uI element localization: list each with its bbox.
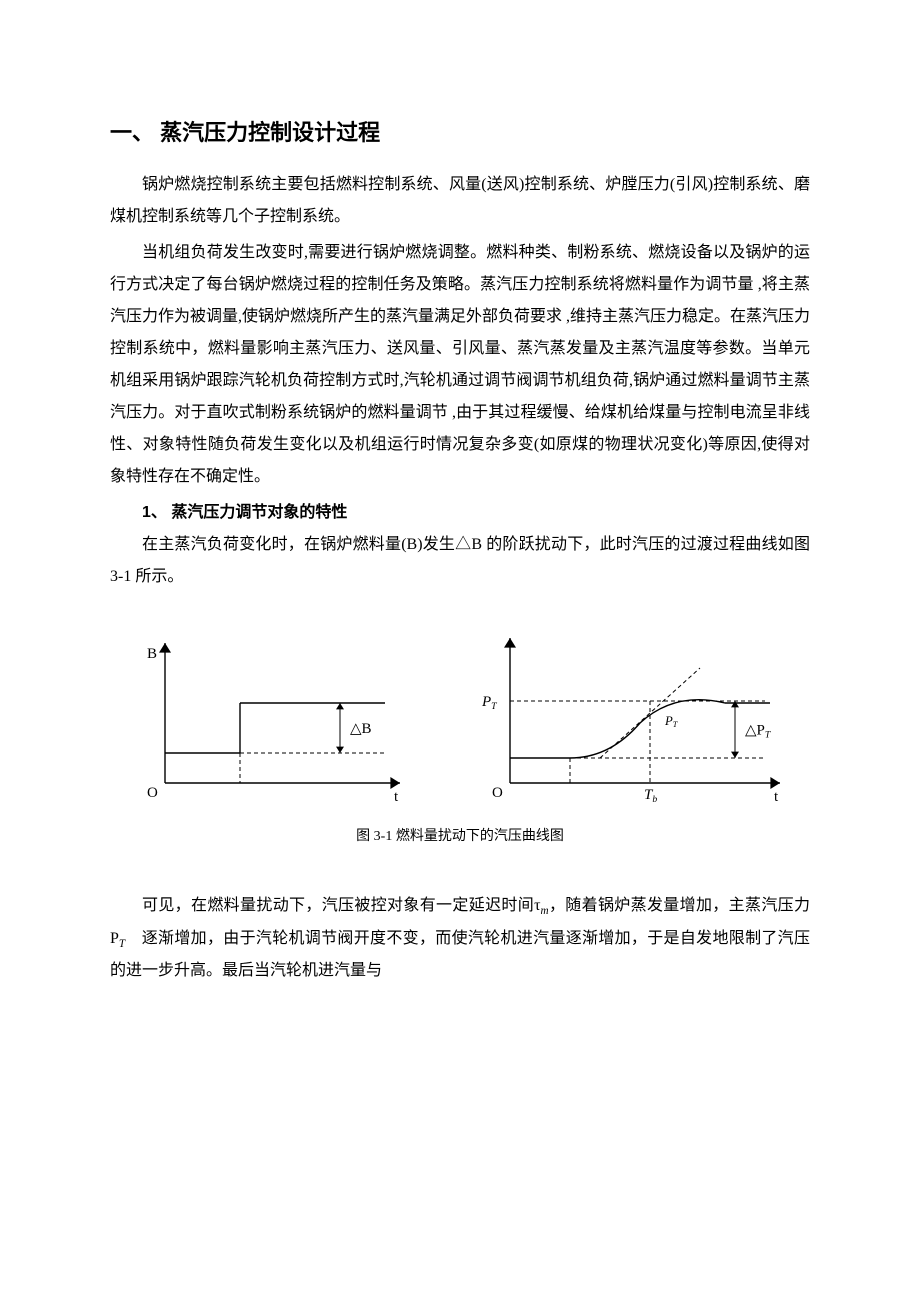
svg-text:O: O	[492, 785, 503, 801]
svg-text:PT: PT	[481, 694, 497, 712]
svg-text:t: t	[774, 789, 779, 805]
svg-text:t: t	[394, 789, 399, 805]
svg-text:Tb: Tb	[644, 787, 657, 805]
paragraph-1: 锅炉燃烧控制系统主要包括燃料控制系统、风量(送风)控制系统、炉膛压力(引风)控制…	[110, 169, 810, 233]
svg-text:PT: PT	[664, 714, 679, 729]
figure-left-step: △B Bt O	[120, 623, 420, 813]
svg-text:△B: △B	[350, 721, 372, 737]
svg-text:O: O	[147, 785, 158, 801]
figure-caption: 图 3-1 燃料量扰动下的汽压曲线图	[110, 825, 810, 845]
paragraph-2: 当机组负荷发生改变时,需要进行锅炉燃烧调整。燃料种类、制粉系统、燃烧设备以及锅炉…	[110, 237, 810, 493]
paragraph-4: 可见，在燃料量扰动下，汽压被控对象有一定延迟时间τm，随着锅炉蒸发量增加，主蒸汽…	[110, 890, 810, 987]
figure-right-response: △PT PT PT Tb t O	[470, 623, 800, 813]
paragraph-3: 在主蒸汽负荷变化时，在锅炉燃料量(B)发生△B 的阶跃扰动下，此时汽压的过渡过程…	[110, 529, 810, 593]
section-heading: 一、 蒸汽压力控制设计过程	[110, 115, 810, 147]
svg-text:B: B	[147, 646, 157, 662]
subsection-heading: 1、 蒸汽压力调节对象的特性	[110, 497, 810, 529]
svg-text:△PT: △PT	[745, 723, 771, 741]
figure-3-1: △B Bt O △PT PT PT Tb t O	[120, 623, 800, 813]
